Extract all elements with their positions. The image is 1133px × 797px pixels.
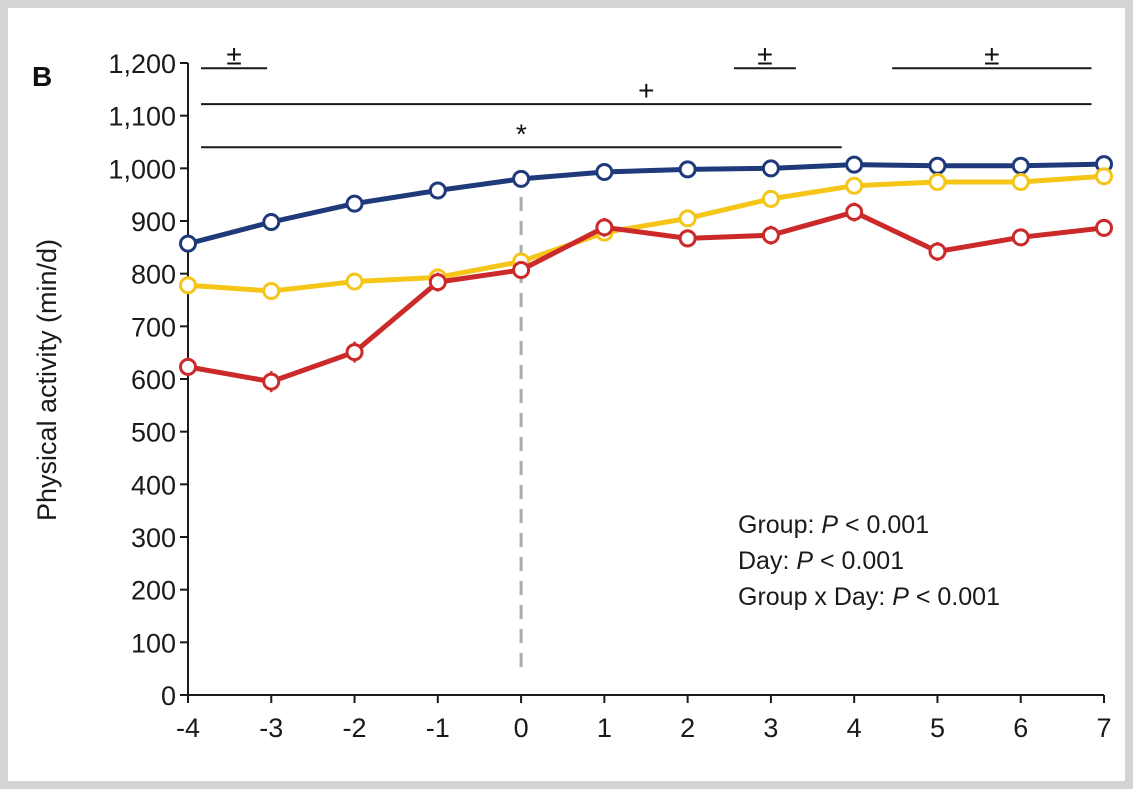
y-tick-label: 200 (131, 576, 176, 606)
y-tick-label: 1,000 (108, 154, 176, 184)
significance-symbol: ± (984, 39, 999, 70)
data-point (678, 229, 697, 248)
data-point (345, 194, 364, 213)
y-tick-label: 600 (131, 365, 176, 395)
line-chart: B Physical activity (min/d) 010020030040… (32, 39, 1113, 743)
y-tick-label: 700 (131, 312, 176, 342)
significance-symbol: ± (226, 39, 241, 70)
data-point (345, 272, 364, 291)
data-point (678, 209, 697, 228)
x-tick-label: 6 (1013, 713, 1028, 743)
data-point (1095, 167, 1113, 186)
x-tick-label: 0 (514, 713, 529, 743)
data-point (845, 155, 864, 174)
x-tick-label: 1 (597, 713, 612, 743)
x-tick-label: -1 (426, 713, 450, 743)
x-tick-label: 2 (680, 713, 695, 743)
data-point (179, 276, 197, 295)
data-point (928, 242, 947, 261)
y-tick-label: 1,100 (108, 102, 176, 132)
stats-line: Group x Day: P < 0.001 (738, 583, 1000, 611)
panel-label: B (32, 61, 52, 92)
significance-symbol: * (516, 118, 527, 149)
data-point (262, 372, 281, 391)
data-point (512, 260, 531, 279)
stats-line: Group: P < 0.001 (738, 511, 929, 539)
x-tick-label: 7 (1096, 713, 1111, 743)
x-tick-label: 4 (847, 713, 862, 743)
data-point (179, 234, 197, 253)
series-line (187, 161, 1105, 247)
data-point (761, 226, 780, 245)
data-point (262, 282, 281, 301)
data-point (1095, 218, 1113, 237)
y-tick-label: 1,200 (108, 49, 176, 79)
x-tick-label: 3 (763, 713, 778, 743)
series-line (187, 173, 1105, 294)
axes: 0 100 200 300 400 500 600 700 800 900 1,000 1,100 1,… (108, 49, 1111, 743)
series-layer (179, 155, 1113, 393)
y-axis-title: Physical activity (min/d) (32, 239, 62, 521)
y-tick-label: 300 (131, 523, 176, 553)
data-point (1011, 156, 1030, 175)
series-1 (179, 167, 1113, 301)
y-tick-label: 100 (131, 628, 176, 658)
significance-symbol: ± (757, 39, 772, 70)
significance-symbol: + (638, 75, 654, 106)
data-point (761, 159, 780, 178)
data-point (928, 156, 947, 175)
data-point (1011, 228, 1030, 247)
x-tick-label: 5 (930, 713, 945, 743)
data-point (179, 357, 197, 376)
series-0 (179, 155, 1113, 253)
x-tick-label: -2 (343, 713, 367, 743)
data-point (428, 273, 447, 292)
series-line (187, 209, 1105, 385)
data-point (761, 189, 780, 208)
data-point (845, 176, 864, 195)
x-tick-label: -3 (259, 713, 283, 743)
y-tick-label: 0 (161, 681, 176, 711)
data-point (428, 181, 447, 200)
data-point (845, 203, 864, 222)
data-point (512, 169, 531, 188)
data-point (678, 160, 697, 179)
data-point (595, 163, 614, 182)
y-tick-label: 900 (131, 207, 176, 237)
y-tick-label: 500 (131, 418, 176, 448)
stats-line: Day: P < 0.001 (738, 547, 904, 575)
data-point (1011, 173, 1030, 192)
statistics-annotations: Group: P < 0.001 Day: P < 0.001 Group x Da… (738, 511, 1000, 611)
series-2 (179, 202, 1113, 393)
data-point (345, 343, 364, 362)
data-point (262, 213, 281, 232)
data-point (595, 218, 614, 237)
data-point (928, 173, 947, 192)
x-tick-label: -4 (176, 713, 200, 743)
y-tick-label: 800 (131, 260, 176, 290)
significance-bars: ± ± ± + * (201, 39, 1092, 149)
y-tick-label: 400 (131, 470, 176, 500)
